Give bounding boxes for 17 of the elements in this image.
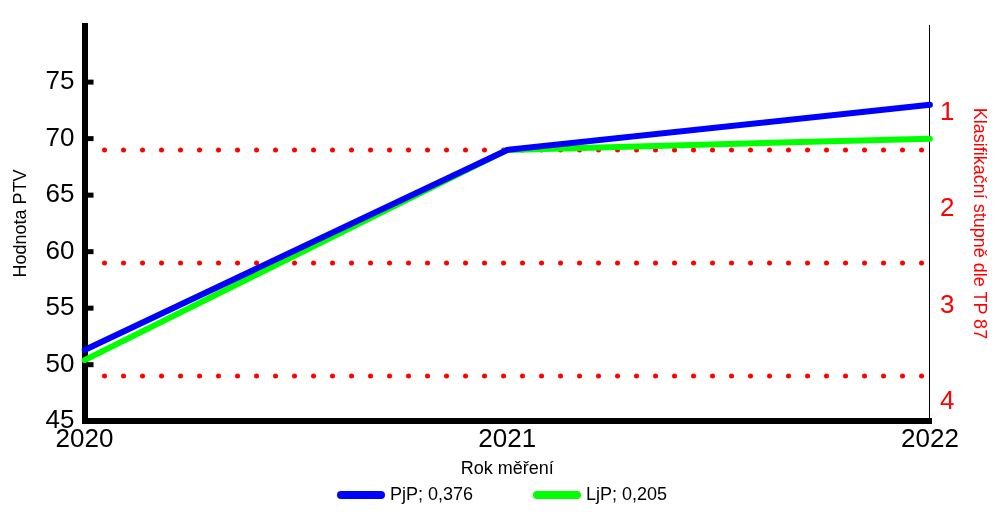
y2-tick-label: 3 — [939, 288, 955, 319]
x-tick-label: 2021 — [478, 422, 537, 453]
legend-label: PjP; 0,376 — [389, 484, 473, 505]
y-axis-title: Hodnota PTV — [9, 169, 30, 278]
y-tick-label: 75 — [45, 65, 75, 96]
y-tick-label: 65 — [45, 178, 75, 209]
x-tick-label: 2022 — [901, 422, 959, 453]
y2-tick-label: 2 — [939, 192, 955, 223]
legend-label: LjP; 0,205 — [586, 484, 668, 505]
y-tick-label: 70 — [45, 121, 75, 152]
y-tick-label: 50 — [45, 347, 75, 378]
y-tick-label: 60 — [45, 234, 75, 265]
x-axis-title: Rok měření — [460, 458, 554, 479]
y2-tick-label: 1 — [939, 95, 955, 126]
y2-tick-label: 4 — [939, 385, 955, 416]
y2-axis-title: Klasifikační stupně dle TP 87 — [970, 107, 991, 340]
y-tick-label: 55 — [45, 291, 75, 322]
